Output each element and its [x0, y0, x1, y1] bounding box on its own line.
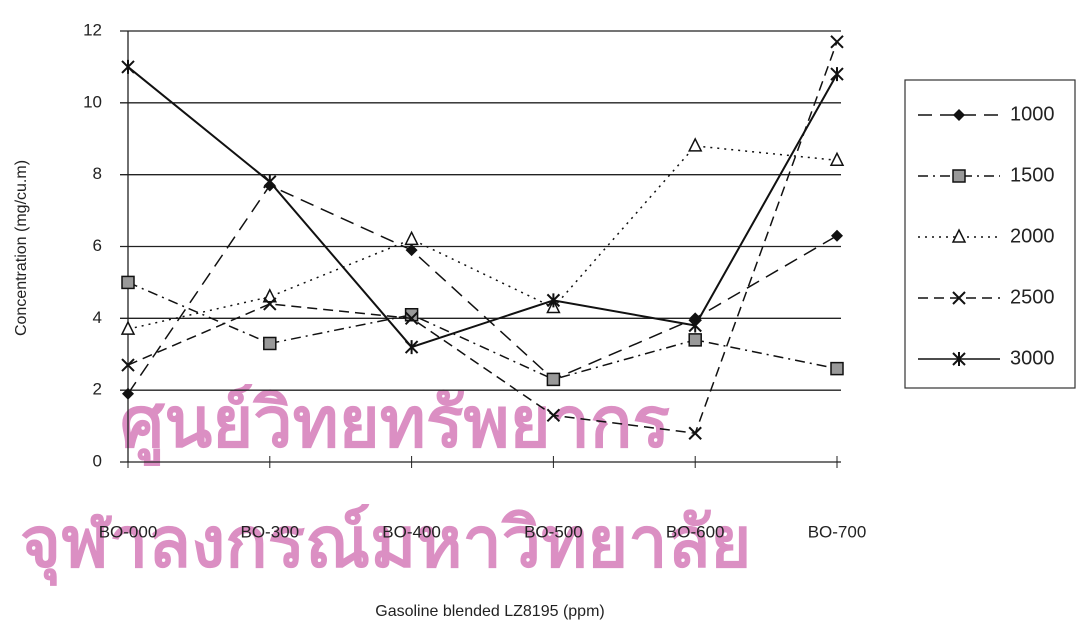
y-tick-label: 6 — [93, 236, 102, 255]
x-tick-label: BO-600 — [666, 522, 725, 541]
marker — [405, 244, 418, 257]
marker — [121, 358, 135, 372]
x-axis-title: Gasoline blended LZ8195 (ppm) — [375, 603, 604, 620]
x-tick-label: BO-400 — [382, 522, 441, 541]
marker — [830, 361, 844, 376]
marker — [263, 174, 277, 189]
y-tick-label: 12 — [83, 20, 102, 39]
marker — [263, 297, 277, 311]
marker — [953, 109, 965, 121]
marker — [263, 336, 277, 351]
legend-label: 3000 — [1010, 347, 1055, 369]
legend-label: 1500 — [1010, 164, 1055, 186]
marker — [120, 320, 136, 335]
marker — [121, 275, 135, 290]
series-line — [127, 41, 838, 435]
marker — [831, 229, 843, 242]
series-line — [127, 145, 838, 330]
marker — [404, 340, 419, 355]
legend-label: 2000 — [1010, 225, 1055, 247]
marker — [687, 137, 703, 152]
marker — [262, 288, 278, 303]
marker — [688, 333, 702, 347]
marker — [688, 426, 702, 440]
x-tick-label: BO-500 — [524, 522, 583, 541]
marker — [546, 372, 561, 387]
x-tick-label: BO-300 — [241, 522, 300, 541]
series-line — [127, 184, 838, 395]
marker — [546, 293, 561, 308]
x-tick-label: BO-000 — [99, 522, 158, 541]
marker — [952, 352, 966, 366]
marker — [121, 59, 135, 74]
marker — [952, 169, 966, 183]
marker — [951, 228, 967, 243]
marker — [829, 151, 845, 167]
marker — [122, 387, 134, 400]
marker — [546, 408, 561, 423]
series-line — [127, 66, 838, 349]
watermark: จุฬาลงกรณ์มหาวิทยาลัย — [20, 503, 751, 586]
watermark: ศูนย์วิทยทรัพยากร — [120, 383, 670, 466]
y-tick-label: 8 — [93, 164, 102, 183]
y-tick-label: 2 — [93, 380, 102, 399]
legend-label: 1000 — [1010, 103, 1055, 125]
y-tick-label: 4 — [93, 308, 102, 327]
marker — [688, 318, 702, 333]
marker — [404, 230, 419, 246]
y-tick-label: 10 — [83, 92, 102, 111]
y-axis-title: Concentration (mg/cu.m) — [13, 160, 30, 336]
marker — [404, 311, 419, 326]
legend-label: 2500 — [1010, 286, 1055, 308]
legend-box — [904, 79, 1076, 389]
marker — [830, 67, 844, 82]
series-line — [127, 281, 838, 381]
marker — [830, 35, 844, 49]
marker — [952, 291, 966, 305]
y-tick-label: 0 — [93, 451, 102, 470]
x-tick-label: BO-700 — [808, 522, 867, 541]
